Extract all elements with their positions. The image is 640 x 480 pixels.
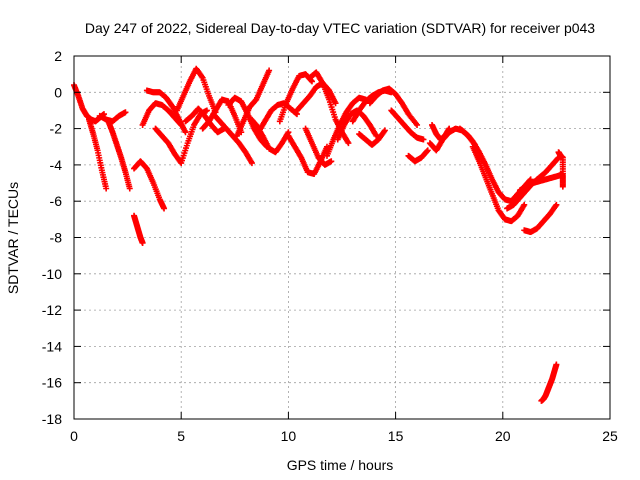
y-tick-labels: 2 0 -2 -4 -6 -8 -10 -12 -14 -16 -18 <box>42 48 62 427</box>
chart-title: Day 247 of 2022, Sidereal Day-to-day VTE… <box>85 20 595 36</box>
sdtvar-chart: Day 247 of 2022, Sidereal Day-to-day VTE… <box>0 0 640 480</box>
grid-lines <box>74 56 610 419</box>
x-tick-label: 0 <box>70 428 78 444</box>
series-arc3 <box>97 109 129 124</box>
y-tick-label: 0 <box>54 84 62 100</box>
series-arc37 <box>538 362 559 404</box>
series-arc25 <box>350 87 395 124</box>
y-tick-label: -12 <box>42 302 62 318</box>
series-arc33 <box>470 144 527 224</box>
series-arc36 <box>521 202 559 235</box>
y-axis-label: SDTVAR / TECUs <box>5 182 21 294</box>
x-tick-label: 10 <box>281 428 297 444</box>
y-tick-label: -14 <box>42 338 62 354</box>
x-tick-label: 15 <box>388 428 404 444</box>
series-arc6 <box>131 213 146 246</box>
series-arc31 <box>429 122 452 143</box>
x-tick-label: 25 <box>602 428 618 444</box>
y-tick-label: 2 <box>54 48 62 64</box>
series-arc29 <box>405 147 430 164</box>
y-tick-label: -4 <box>50 157 63 173</box>
y-tick-label: -10 <box>42 266 62 282</box>
series-arc17 <box>255 100 300 135</box>
series-arc2 <box>86 117 109 192</box>
y-tick-label: -6 <box>50 193 63 209</box>
x-tick-label: 20 <box>495 428 511 444</box>
y-tick-label: -2 <box>50 121 63 137</box>
y-tick-label: -8 <box>50 230 63 246</box>
y-tick-label: -16 <box>42 375 62 391</box>
series-arc38 <box>556 149 566 189</box>
y-tick-label: -18 <box>42 411 62 427</box>
series-arc4 <box>105 118 132 191</box>
x-axis-label: GPS time / hours <box>287 457 394 473</box>
x-tick-label: 5 <box>177 428 185 444</box>
series-arc5 <box>131 158 167 211</box>
data-points <box>71 66 566 404</box>
x-tick-labels: 0 5 10 15 20 25 <box>70 428 618 444</box>
series-arc16 <box>247 115 292 155</box>
